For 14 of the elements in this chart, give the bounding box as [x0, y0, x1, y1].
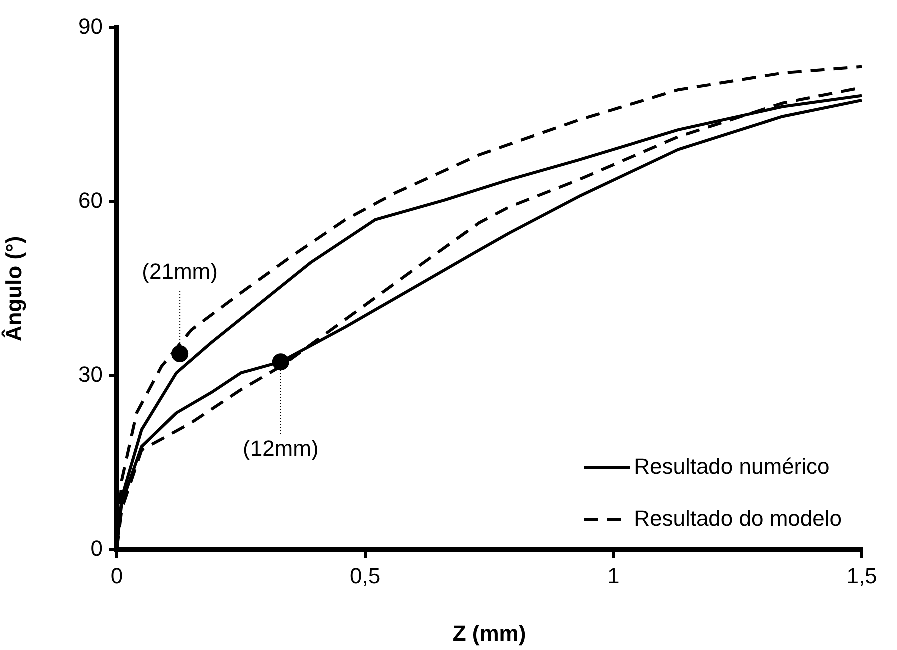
- x-tick-label: 1,5: [846, 563, 878, 588]
- annotation: (21mm): [142, 259, 218, 284]
- y-tick-label: 90: [78, 14, 103, 40]
- annotation: (12mm): [243, 436, 319, 462]
- y-tick-label: 30: [78, 362, 103, 388]
- x-tick-label: 0: [110, 563, 124, 588]
- y-tick-label: 60: [78, 188, 103, 214]
- y-axis-title: Ângulo (°): [1, 236, 26, 342]
- legend-label: Resultado do modelo: [634, 506, 842, 532]
- x-tick-label: 0,5: [350, 563, 381, 588]
- x-axis-title: Z (mm): [452, 620, 526, 646]
- legend-label: Resultado numérico: [634, 454, 830, 480]
- y-tick-label: 0: [90, 536, 103, 562]
- x-tick-label: 1: [608, 563, 620, 588]
